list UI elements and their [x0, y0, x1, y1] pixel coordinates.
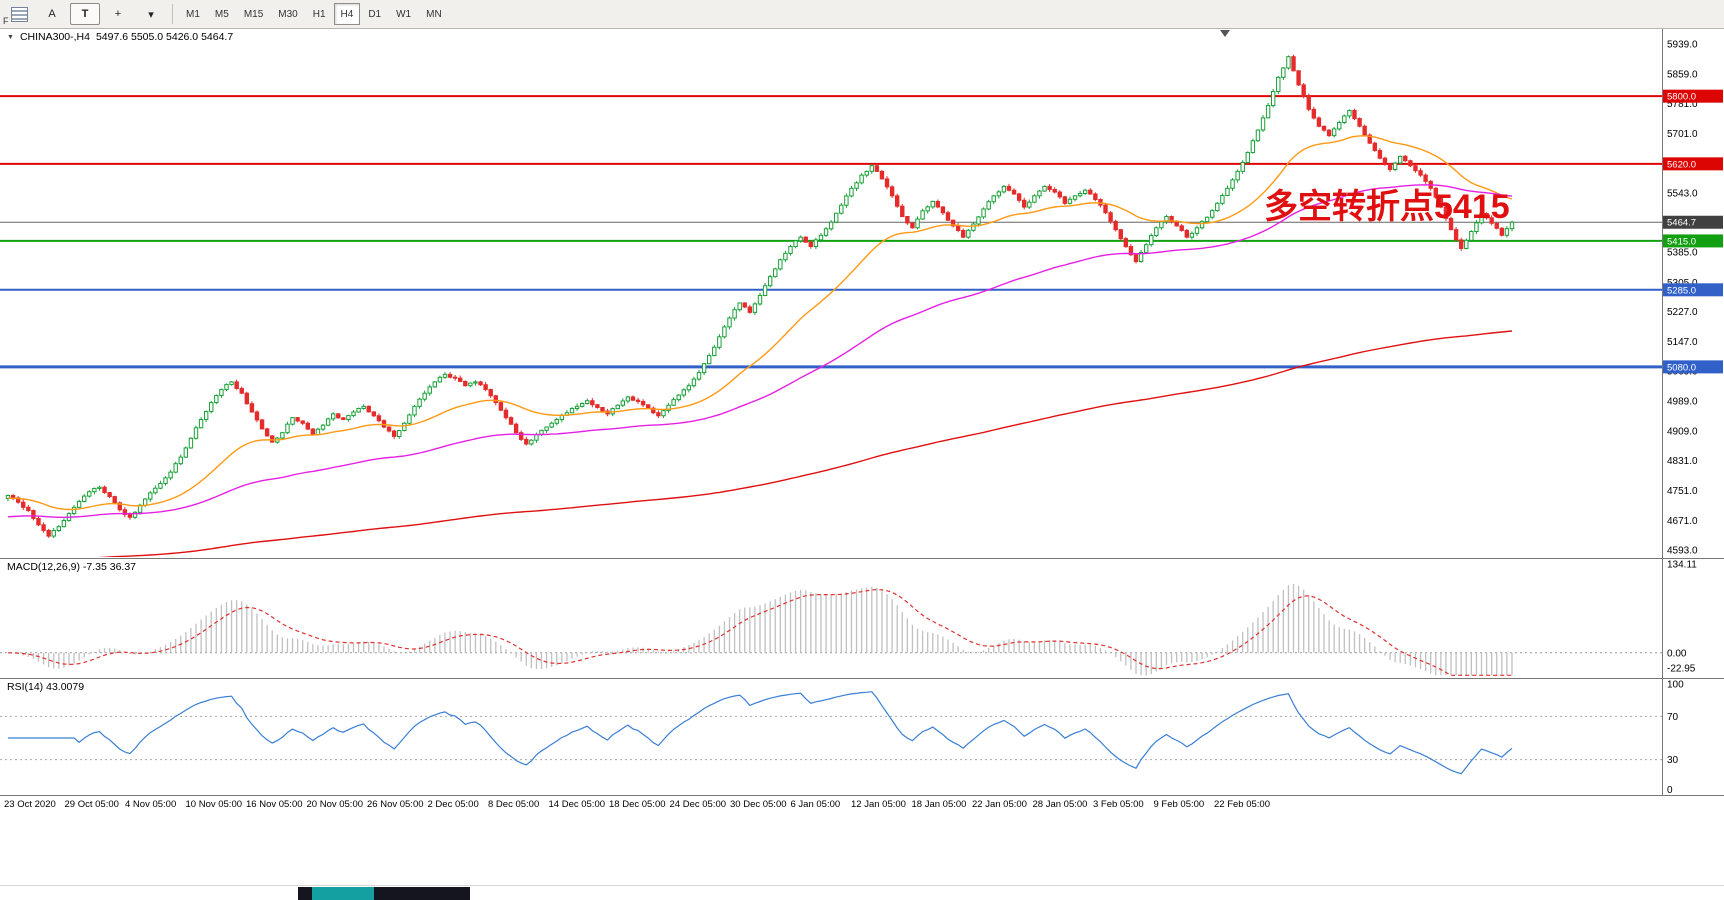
svg-text:8 Dec 05:00: 8 Dec 05:00 — [488, 799, 539, 810]
svg-text:5305.0: 5305.0 — [1667, 278, 1698, 289]
macd-signal-line — [7, 588, 1512, 676]
svg-text:4593.0: 4593.0 — [1667, 545, 1698, 556]
price-axis: 5939.05859.05781.05701.05621.05543.05463… — [1667, 39, 1698, 556]
svg-text:5800.0: 5800.0 — [1667, 92, 1696, 103]
chart-list-icon — [10, 6, 28, 22]
chart-text-annotation[interactable]: 多空转折点5415 — [1264, 188, 1510, 226]
rsi-value: 43.0079 — [46, 681, 85, 693]
timeframe-button-d1[interactable]: D1 — [368, 8, 382, 20]
price-tag-5080 — [1663, 360, 1723, 374]
timeframe-button-mn[interactable]: MN — [426, 8, 442, 20]
price-tag-5415 — [1663, 234, 1723, 248]
chart-title: ▼ CHINA300-,H4 5497.6 5505.0 5426.0 5464… — [7, 31, 233, 43]
price-tag-5464.7 — [1663, 215, 1723, 229]
svg-text:134.11: 134.11 — [1667, 559, 1697, 570]
svg-text:0: 0 — [1667, 785, 1673, 796]
svg-text:5781.0: 5781.0 — [1667, 99, 1698, 110]
svg-text:30: 30 — [1667, 755, 1679, 766]
cursor-tool-button[interactable]: A — [48, 8, 56, 20]
svg-text:5080.0: 5080.0 — [1667, 362, 1696, 373]
svg-text:5859.0: 5859.0 — [1667, 69, 1698, 80]
slow-ma-line — [98, 330, 1513, 557]
svg-text:18 Dec 05:00: 18 Dec 05:00 — [609, 799, 666, 810]
collapse-triangle-icon[interactable]: ▼ — [7, 33, 14, 41]
macd-indicator-label: MACD(12,26,9) -7.35 36.37 — [7, 561, 136, 573]
svg-text:18 Jan 05:00: 18 Jan 05:00 — [912, 799, 967, 810]
time-axis: 23 Oct 2020 29 Oct 05:00 4 Nov 05:00 10 Nov… — [4, 799, 1270, 810]
svg-text:5939.0: 5939.0 — [1667, 39, 1698, 50]
ohlc-values-label: 5497.6 5505.0 5426.0 5464.7 — [95, 31, 234, 43]
chart-shift-icon[interactable] — [1220, 30, 1230, 37]
svg-text:5620.0: 5620.0 — [1667, 159, 1696, 170]
svg-text:23 Oct 2020: 23 Oct 2020 — [4, 799, 56, 810]
toolbar-handle-label: F — [3, 16, 9, 26]
svg-text:4751.0: 4751.0 — [1667, 486, 1698, 497]
main-toolbar: A T + ▾ M1 M5 M15 M30 H1 H4 D1 W1 MN — [0, 0, 1724, 29]
timeframe-button-w1[interactable]: W1 — [396, 8, 412, 20]
svg-text:10 Nov 05:00: 10 Nov 05:00 — [186, 799, 243, 810]
svg-text:5543.0: 5543.0 — [1667, 188, 1698, 199]
toolbar-separator — [172, 4, 173, 24]
indicators-dropdown-button[interactable]: ▾ — [148, 8, 154, 21]
chart-canvas[interactable]: 5939.05859.05781.05701.05621.05543.05463… — [0, 28, 1724, 885]
candles-layer — [5, 54, 1515, 539]
svg-text:3 Feb 05:00: 3 Feb 05:00 — [1093, 799, 1144, 810]
svg-text:6 Jan 05:00: 6 Jan 05:00 — [791, 799, 841, 810]
svg-text:4989.0: 4989.0 — [1667, 397, 1698, 408]
svg-text:30 Dec 05:00: 30 Dec 05:00 — [730, 799, 787, 810]
timeframe-button-m1[interactable]: M1 — [186, 8, 200, 20]
svg-text:12 Jan 05:00: 12 Jan 05:00 — [851, 799, 906, 810]
svg-text:-22.95: -22.95 — [1667, 664, 1696, 675]
mid-ma-line — [7, 184, 1513, 518]
svg-text:5701.0: 5701.0 — [1667, 129, 1698, 140]
svg-text:4831.0: 4831.0 — [1667, 456, 1698, 467]
chart-list-button[interactable] — [4, 3, 34, 25]
macd-layer — [0, 583, 1662, 676]
text-tool-button[interactable]: T — [70, 3, 100, 25]
svg-text:100: 100 — [1667, 680, 1684, 691]
svg-text:4909.0: 4909.0 — [1667, 427, 1698, 438]
timeframe-button-h1[interactable]: H1 — [312, 8, 326, 20]
symbol-period-label: CHINA300-,H4 — [19, 31, 90, 43]
svg-text:9 Feb 05:00: 9 Feb 05:00 — [1154, 799, 1205, 810]
timeframe-button-h4[interactable]: H4 — [333, 3, 361, 25]
svg-text:70: 70 — [1667, 712, 1679, 723]
rsi-name: RSI(14) — [7, 681, 44, 693]
price-tag-5620 — [1663, 157, 1723, 171]
price-tag-5800 — [1663, 89, 1723, 103]
svg-text:16 Nov 05:00: 16 Nov 05:00 — [246, 799, 303, 810]
svg-text:5464.7: 5464.7 — [1667, 218, 1696, 229]
timeframe-button-m5[interactable]: M5 — [214, 8, 229, 20]
svg-text:20 Nov 05:00: 20 Nov 05:00 — [307, 799, 364, 810]
rsi-line — [8, 691, 1513, 775]
crosshair-tool-button[interactable]: + — [114, 8, 122, 20]
svg-text:0.00: 0.00 — [1667, 648, 1687, 659]
price-tag-5285 — [1663, 283, 1723, 297]
timeframe-button-group: M1 M5 M15 M30 H1 H4 D1 W1 MN — [179, 3, 449, 25]
svg-text:5415.0: 5415.0 — [1667, 236, 1696, 247]
svg-text:14 Dec 05:00: 14 Dec 05:00 — [549, 799, 606, 810]
svg-text:26 Nov 05:00: 26 Nov 05:00 — [367, 799, 424, 810]
rsi-indicator-label: RSI(14) 43.0079 — [7, 681, 84, 693]
timeframe-button-m30[interactable]: M30 — [278, 8, 298, 20]
svg-text:5385.0: 5385.0 — [1667, 248, 1698, 259]
svg-text:5285.0: 5285.0 — [1667, 285, 1696, 296]
svg-text:4 Nov 05:00: 4 Nov 05:00 — [125, 799, 176, 810]
taskbar-fragment — [0, 885, 1724, 900]
svg-text:5227.0: 5227.0 — [1667, 307, 1698, 318]
svg-text:28 Jan 05:00: 28 Jan 05:00 — [1033, 799, 1088, 810]
taskbar-active-segment — [312, 887, 374, 900]
svg-text:29 Oct 05:00: 29 Oct 05:00 — [65, 799, 119, 810]
macd-name: MACD(12,26,9) — [7, 561, 80, 573]
svg-text:4671.0: 4671.0 — [1667, 516, 1698, 527]
timeframe-button-m15[interactable]: M15 — [243, 8, 264, 20]
svg-text:22 Feb 05:00: 22 Feb 05:00 — [1214, 799, 1270, 810]
svg-text:22 Jan 05:00: 22 Jan 05:00 — [972, 799, 1027, 810]
fast-ma-line — [8, 135, 1513, 511]
svg-text:24 Dec 05:00: 24 Dec 05:00 — [670, 799, 727, 810]
svg-text:2 Dec 05:00: 2 Dec 05:00 — [428, 799, 479, 810]
macd-values: -7.35 36.37 — [82, 561, 137, 573]
main-chart-layer — [0, 54, 1662, 557]
svg-text:5147.0: 5147.0 — [1667, 337, 1698, 348]
